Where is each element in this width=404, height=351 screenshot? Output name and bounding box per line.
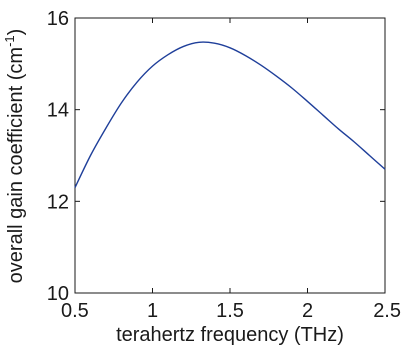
x-axis-ticks: 0.5 1 1.5 2 2.5	[61, 18, 401, 322]
y-axis-label-superscript: -1	[2, 35, 17, 47]
x-tick-label: 1	[147, 300, 158, 322]
series-line	[74, 41, 386, 188]
y-axis-ticks: 10 12 14 16	[47, 8, 385, 305]
y-axis-label-close: )	[5, 29, 27, 36]
y-tick-label: 16	[47, 8, 69, 30]
x-tick-label: 1.5	[216, 300, 244, 322]
y-tick-label: 10	[47, 283, 69, 305]
plot-frame	[74, 17, 386, 294]
x-tick-label: 2.5	[373, 300, 401, 322]
x-axis-label: terahertz frequency (THz)	[116, 324, 344, 346]
x-tick-label: 0.5	[61, 300, 89, 322]
x-tick-label: 2	[302, 300, 313, 322]
y-tick-label: 12	[47, 191, 69, 213]
y-axis-label: overall gain coefficient (cm-1)	[2, 29, 27, 284]
y-tick-label: 14	[47, 100, 69, 122]
y-axis-label-main: overall gain coefficient (cm	[5, 47, 27, 283]
